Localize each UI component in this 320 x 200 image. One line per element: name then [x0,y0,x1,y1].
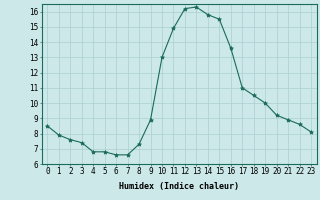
X-axis label: Humidex (Indice chaleur): Humidex (Indice chaleur) [119,182,239,191]
